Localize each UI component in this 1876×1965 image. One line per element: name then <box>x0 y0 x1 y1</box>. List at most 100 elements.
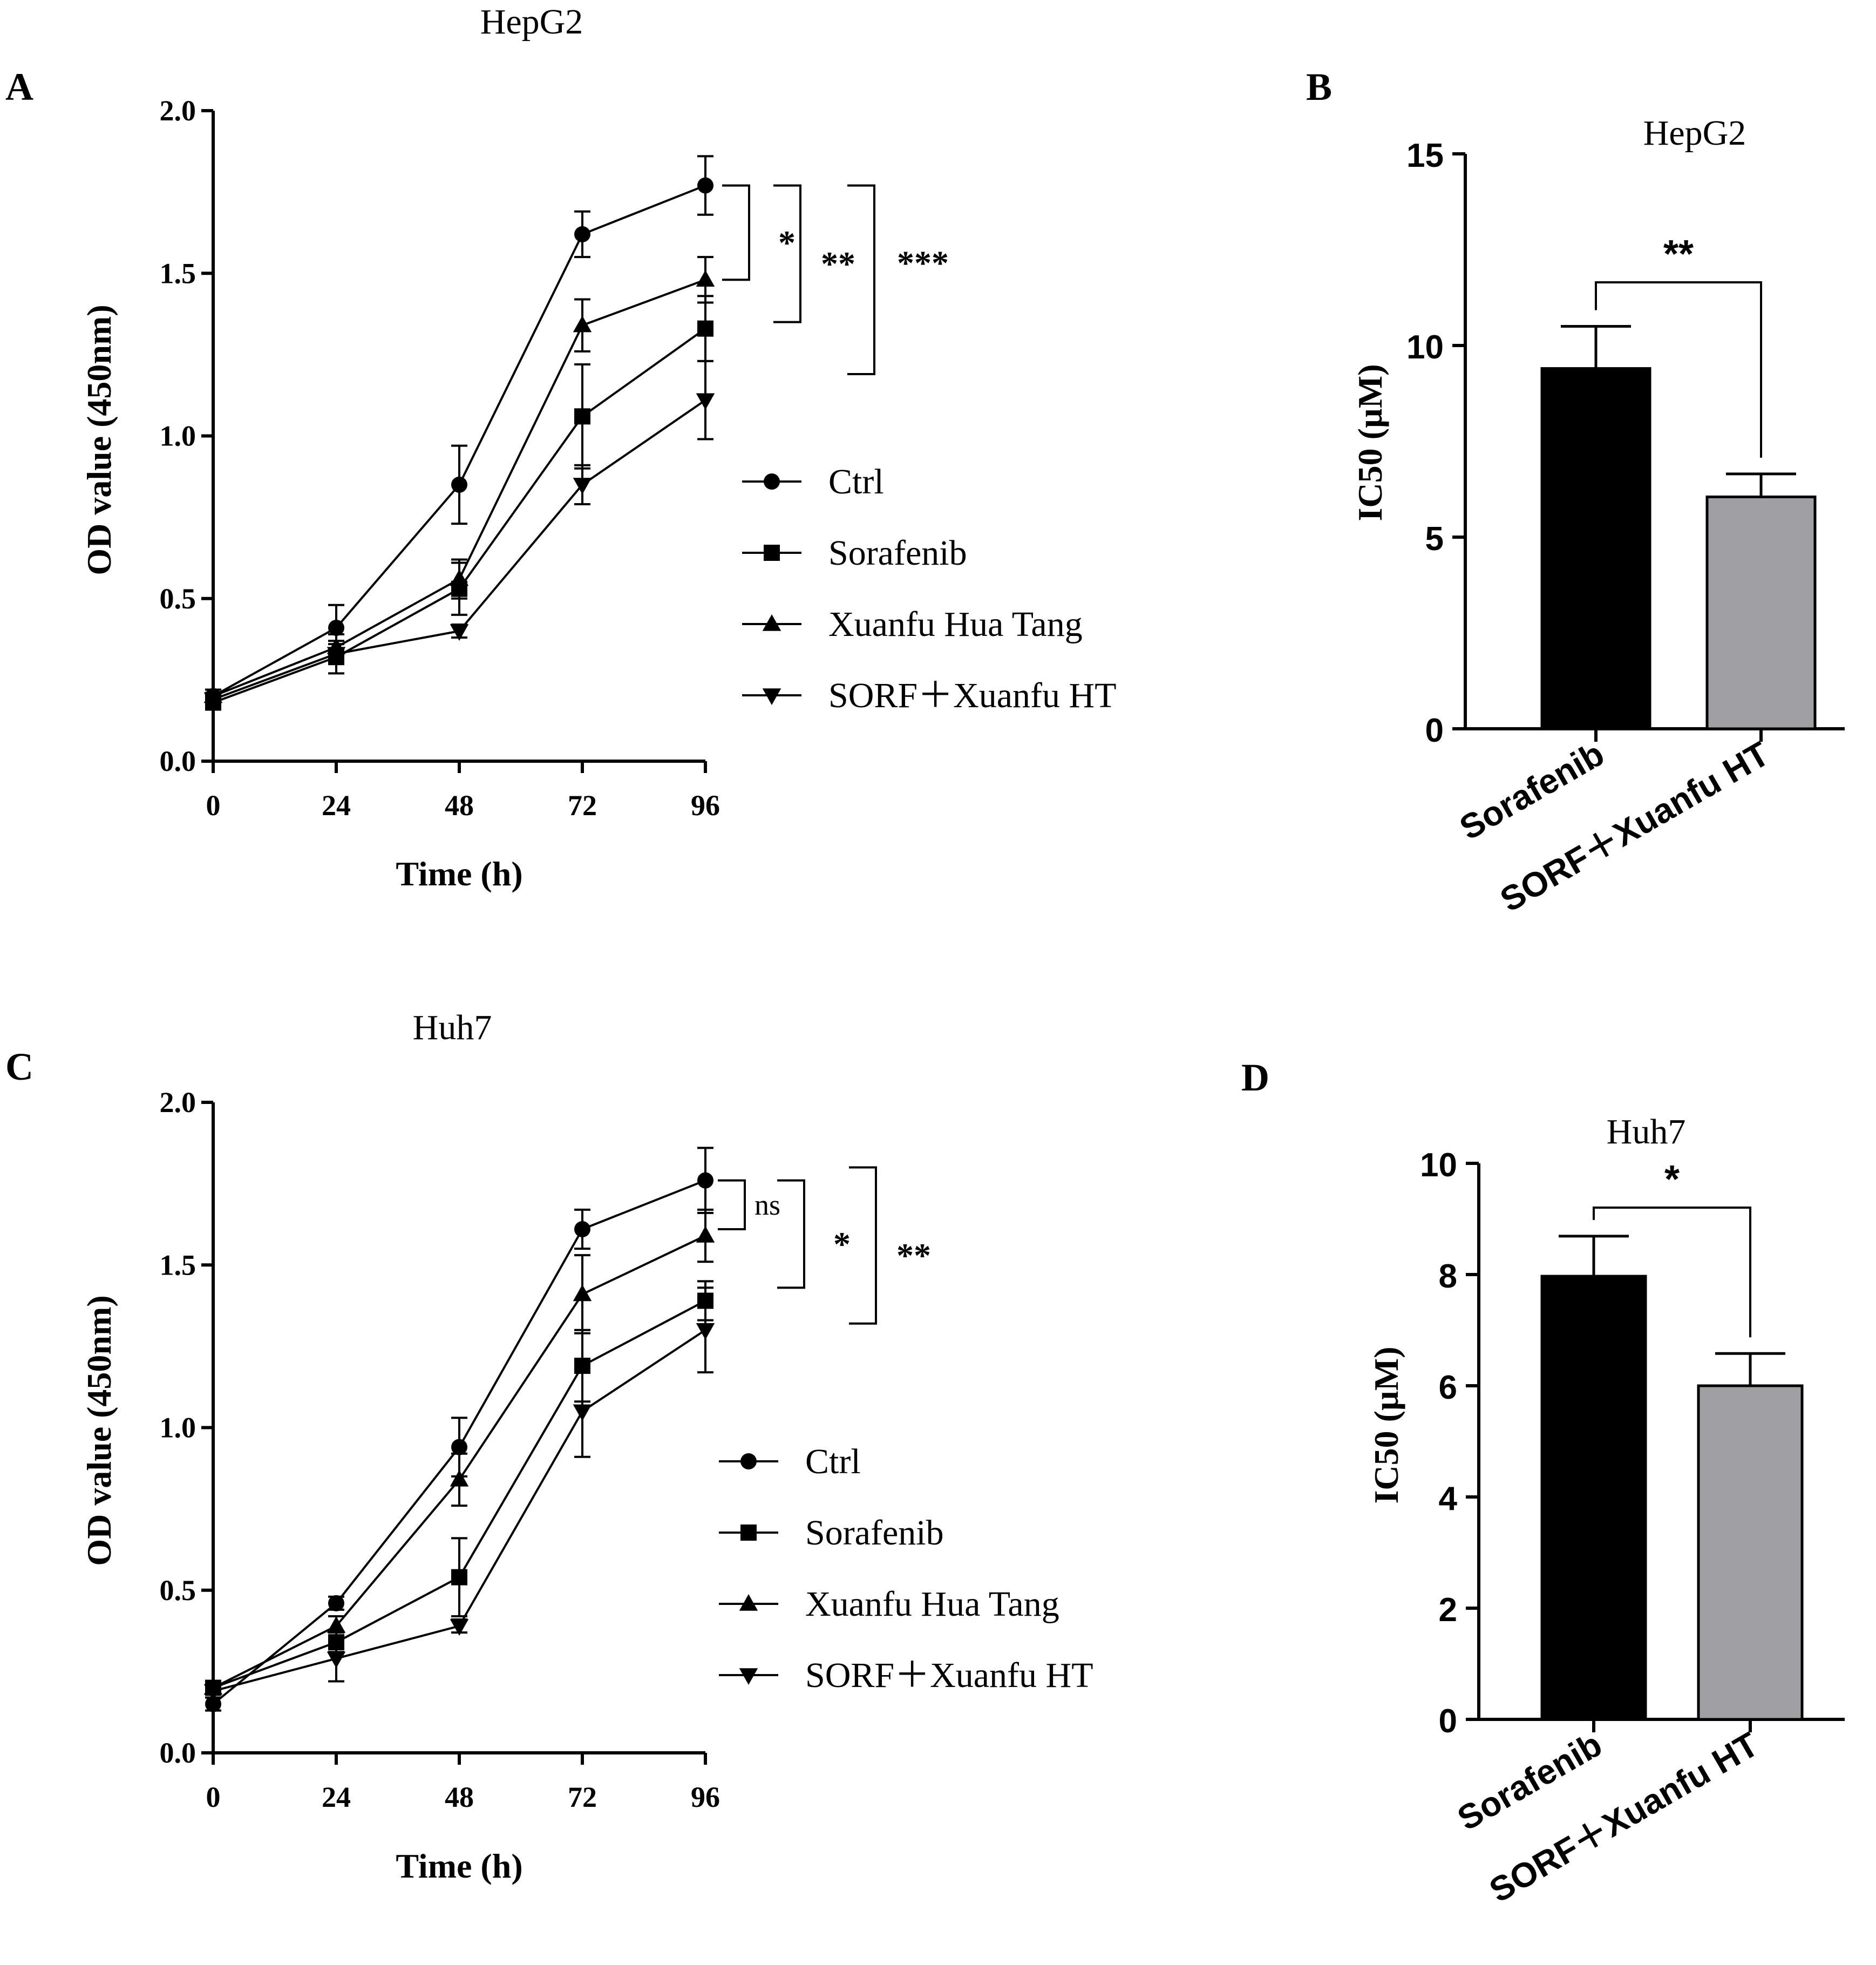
panel-c-title: Huh7 <box>413 1008 492 1047</box>
significance-bracket <box>1593 1207 1751 1338</box>
legend-marker <box>762 614 781 631</box>
panel-c-ylabel: OD value (450nm) <box>80 1295 118 1566</box>
data-point <box>574 226 590 242</box>
x-tick-label: 48 <box>445 789 474 822</box>
y-tick-label: 0 <box>1425 712 1444 749</box>
panel-letter-d: D <box>1241 1056 1269 1099</box>
panel-d: D Huh7 IC50 (µM) 0246810SorafenibSORF＋Xu… <box>1241 1056 1845 1910</box>
data-point <box>205 1696 221 1712</box>
data-point <box>697 320 713 337</box>
y-tick-label: 1.0 <box>160 1412 196 1444</box>
data-point <box>574 1221 590 1237</box>
x-category-label: SORF＋Xuanfu HT <box>1483 1725 1765 1910</box>
y-tick-label: 5 <box>1425 520 1444 558</box>
data-point <box>697 177 713 194</box>
x-tick-label: 24 <box>322 789 351 822</box>
panel-a-plot: 0.0 0.5 1.0 1.5 2.0 0 24 48 72 96 <box>160 94 721 822</box>
y-tick-label: 1.0 <box>160 420 196 452</box>
y-tick-label: 0.0 <box>160 745 196 777</box>
data-point <box>203 1684 223 1701</box>
bar <box>1540 1275 1647 1721</box>
y-tick-label: 15 <box>1406 137 1444 174</box>
legend-marker <box>740 1524 757 1541</box>
significance-bracket <box>849 1166 877 1325</box>
significance-bracket <box>847 184 875 376</box>
data-point <box>451 1569 467 1585</box>
panel-c: C Huh7 OD value (450nm) Time (h) 0.0 0.5 1… <box>5 1008 1093 1885</box>
data-point <box>696 270 715 287</box>
data-point <box>451 1439 467 1455</box>
panel-a: A HepG2 OD value (450nm) Time (h) 0.0 0.5… <box>5 2 1117 893</box>
significance-label: * <box>1664 1158 1680 1201</box>
legend-marker <box>764 473 780 490</box>
data-point <box>450 1469 469 1487</box>
significance-label: * <box>778 223 796 262</box>
y-tick-label: 2 <box>1439 1591 1457 1629</box>
legend-marker <box>739 1594 758 1611</box>
panel-letter-b: B <box>1306 65 1332 109</box>
y-tick-label: 10 <box>1420 1147 1457 1184</box>
data-point <box>696 393 715 410</box>
x-tick-label: 96 <box>691 789 720 822</box>
y-tick-label: 1.5 <box>160 1249 196 1281</box>
data-point <box>203 692 223 709</box>
y-tick-label: 6 <box>1439 1369 1457 1406</box>
legend-label: SORF＋Xuanfu HT <box>805 1656 1093 1695</box>
series-triangle-down <box>203 1286 715 1701</box>
panel-d-ylabel: IC50 (µM) <box>1367 1346 1405 1503</box>
y-tick-label: 0.5 <box>160 1574 196 1607</box>
x-tick-label: 24 <box>322 1781 351 1813</box>
y-tick-label: 4 <box>1439 1480 1458 1517</box>
panel-c-significance: ns* ** <box>718 1166 931 1325</box>
data-point <box>451 476 467 493</box>
significance-bracket <box>1595 281 1762 458</box>
panel-c-legend: Ctrl Sorafenib Xuanfu Hua Tang SORF＋Xuanfu … <box>719 1442 1093 1695</box>
series-circle <box>205 155 713 704</box>
panel-b-title: HepG2 <box>1643 113 1746 153</box>
legend-label: Ctrl <box>805 1442 861 1481</box>
legend-label: Xuanfu Hua Tang <box>828 605 1083 644</box>
data-point <box>573 478 592 494</box>
bar <box>1705 495 1817 730</box>
x-tick-label: 0 <box>206 789 221 822</box>
panel-letter-c: C <box>5 1045 33 1088</box>
significance-label: ** <box>1663 233 1694 276</box>
panel-b-ylabel: IC50 (µM) <box>1351 364 1389 521</box>
significance-label: *** <box>897 243 949 282</box>
legend-label: SORF＋Xuanfu HT <box>828 676 1117 715</box>
significance-label: ** <box>821 245 855 283</box>
panel-b: B HepG2 IC50 (µM) 0 5 10 15 SorafenibSORF＋Xu… <box>1306 65 1845 919</box>
data-point <box>573 1404 592 1421</box>
significance-bracket <box>722 184 750 281</box>
x-tick-label: 72 <box>568 1781 597 1813</box>
legend-label: Sorafenib <box>828 533 967 573</box>
legend-marker <box>762 688 781 705</box>
significance-label: * <box>833 1225 851 1263</box>
series-triangle-up <box>203 1208 715 1696</box>
data-point <box>573 315 592 333</box>
data-point <box>328 619 344 636</box>
data-point <box>573 1284 592 1302</box>
data-point <box>327 647 346 664</box>
y-tick-label: 10 <box>1406 329 1444 366</box>
data-point <box>327 1651 346 1669</box>
data-point <box>450 569 469 586</box>
x-tick-label: 48 <box>445 1781 474 1813</box>
series-line <box>213 1329 706 1692</box>
panel-letter-a: A <box>5 65 33 109</box>
panel-a-legend: Ctrl Sorafenib Xuanfu Hua Tang SORF＋Xuanfu … <box>742 462 1117 715</box>
legend-marker <box>739 1668 758 1685</box>
y-tick-label: 0.5 <box>160 582 196 615</box>
panel-c-xlabel: Time (h) <box>396 1847 522 1885</box>
significance-label: ** <box>896 1236 931 1275</box>
x-tick-label: 96 <box>691 1781 720 1813</box>
panel-c-plot: 0.0 0.5 1.0 1.5 2.0 0 24 48 72 96 <box>160 1086 721 1813</box>
x-tick-label: 0 <box>206 1781 221 1813</box>
bar <box>1540 367 1651 730</box>
data-point <box>327 1616 346 1633</box>
data-point <box>450 624 469 641</box>
data-point <box>697 1172 713 1189</box>
